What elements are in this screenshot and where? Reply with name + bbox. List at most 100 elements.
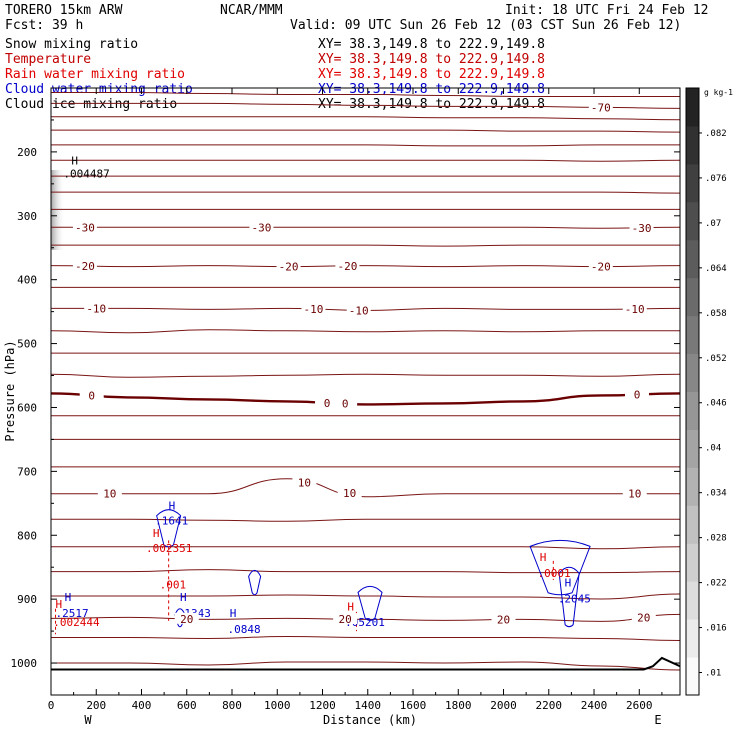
colorbar-tick-label: .022 (705, 579, 727, 589)
cloud-ice-label: H (71, 154, 78, 167)
temperature-contour (51, 569, 680, 574)
valid-time: Valid: 09 UTC Sun 26 Feb 12 (03 CST Sun … (290, 18, 681, 33)
contour-label-bg (301, 303, 326, 315)
contour-label: -10 (304, 303, 324, 316)
colorbar-tick-label: .028 (705, 534, 727, 544)
contour-label: 10 (628, 488, 641, 501)
field-name: Snow mixing ratio (5, 37, 138, 52)
temperature-contour (51, 244, 680, 247)
cloud-ice-value: .004487 (63, 167, 109, 180)
colorbar-tick-label: .064 (705, 264, 727, 274)
cloud-water-contour (156, 509, 182, 548)
contour-label: -30 (251, 221, 271, 234)
contour-label-bg (84, 302, 109, 314)
field-xy: XY= 38.3,149.8 to 222.9,149.8 (318, 37, 545, 52)
x-tick-label: 2600 (626, 699, 653, 712)
contour-label: 20 (180, 613, 193, 626)
colorbar-segment (686, 467, 699, 506)
cloud-water-label: H (565, 576, 572, 589)
contour-label-bg (97, 487, 122, 499)
colorbar-unit: g kg-1 (704, 88, 733, 97)
init-time: Init: 18 UTC Fri 24 Feb 12 (505, 3, 709, 18)
colorbar-segment (686, 277, 699, 317)
cloud-water-label: .0848 (227, 623, 260, 636)
colorbar-segment (686, 505, 699, 544)
x-tick-label: 1200 (309, 699, 336, 712)
field-xy: XY= 38.3,149.8 to 222.9,149.8 (318, 52, 545, 67)
cloud-water-label: H (180, 591, 187, 604)
contour-label-bg (335, 259, 360, 271)
cloud-water-label: H (169, 500, 176, 513)
contour-label-bg (337, 487, 362, 499)
colorbar-tick-label: .076 (705, 174, 727, 184)
contour-label: 0 (634, 389, 641, 402)
contour-label-bg (333, 397, 358, 409)
temperature-contours (51, 91, 680, 671)
y-tick-label: 1000 (11, 657, 38, 670)
contour-label: 20 (339, 613, 352, 626)
contour-label: 20 (497, 614, 510, 627)
contour-label-bg (588, 260, 613, 272)
colorbar-segment (686, 429, 699, 468)
y-tick-label: 300 (17, 210, 37, 223)
x-tick-label: 800 (222, 699, 242, 712)
x-tick-label: 2200 (536, 699, 563, 712)
cloud-water-label: .2045 (558, 592, 591, 605)
x-tick-label: 600 (177, 699, 197, 712)
hydrometeor-features: H.002351.001H.002444HH.0001H.1641H.1343H… (53, 154, 591, 636)
y-tick-label: 700 (17, 465, 37, 478)
contour-label-bg (174, 612, 199, 624)
cloud-water-contour (357, 585, 383, 621)
ground-surface (51, 656, 680, 671)
cloud-water-contour (248, 569, 262, 596)
colorbar-segment (686, 657, 699, 696)
contour-label: -30 (75, 221, 95, 234)
temperature-contour (51, 593, 680, 600)
y-tick-label: 400 (17, 274, 37, 287)
colorbar-segment (686, 543, 699, 582)
west-label: W (84, 713, 92, 727)
temperature-contour (51, 265, 680, 268)
contour-label-bg (249, 221, 274, 233)
temperature-contour (51, 102, 680, 109)
temperature-contour (51, 613, 680, 622)
contour-label-bg (622, 487, 647, 499)
contour-label: -10 (349, 304, 369, 317)
contour-label: -20 (337, 260, 357, 273)
cloud-water-contour (558, 566, 580, 628)
temperature-contour (51, 661, 680, 671)
contour-label: -20 (75, 260, 95, 273)
contour-label: 10 (343, 487, 356, 500)
x-tick-label: 0 (48, 699, 55, 712)
contour-label-bg (625, 388, 650, 400)
contour-label: -20 (279, 261, 299, 274)
field-name: Rain water mixing ratio (5, 67, 185, 82)
colorbar-tick-label: .016 (705, 624, 727, 634)
contour-label: 10 (103, 488, 116, 501)
x-tick-label: 2400 (581, 699, 608, 712)
colorbar-segment (686, 619, 699, 658)
temperature-contour (51, 478, 680, 498)
plot-area: H.002351.001H.002444HH.0001H.1641H.1343H… (50, 87, 681, 696)
x-tick-label: 1400 (355, 699, 382, 712)
rain-label: H (347, 601, 354, 614)
contour-label-bg (491, 613, 516, 625)
contour-label: -10 (86, 302, 106, 315)
contour-label-bg (79, 389, 104, 401)
y-tick-label: 500 (17, 338, 37, 351)
colorbar-segment (686, 201, 699, 241)
x-tick-label: 1800 (445, 699, 472, 712)
temperature-contour (51, 129, 680, 133)
plot-frame (50, 87, 681, 696)
rain-label: H (540, 551, 547, 564)
field-legend: Snow mixing ratio XY= 38.3,149.8 to 222.9… (5, 37, 545, 112)
colorbar-segment (686, 315, 699, 355)
temperature-contour (51, 91, 680, 97)
freezing-level-contour (51, 392, 680, 406)
colorbar-tick-label: .052 (705, 354, 727, 364)
rain-label: .001 (160, 578, 187, 591)
colorbar-frame (685, 87, 700, 696)
colorbar-segment (686, 391, 699, 430)
contour-label: -70 (591, 101, 611, 114)
rain-label: H (56, 598, 63, 611)
